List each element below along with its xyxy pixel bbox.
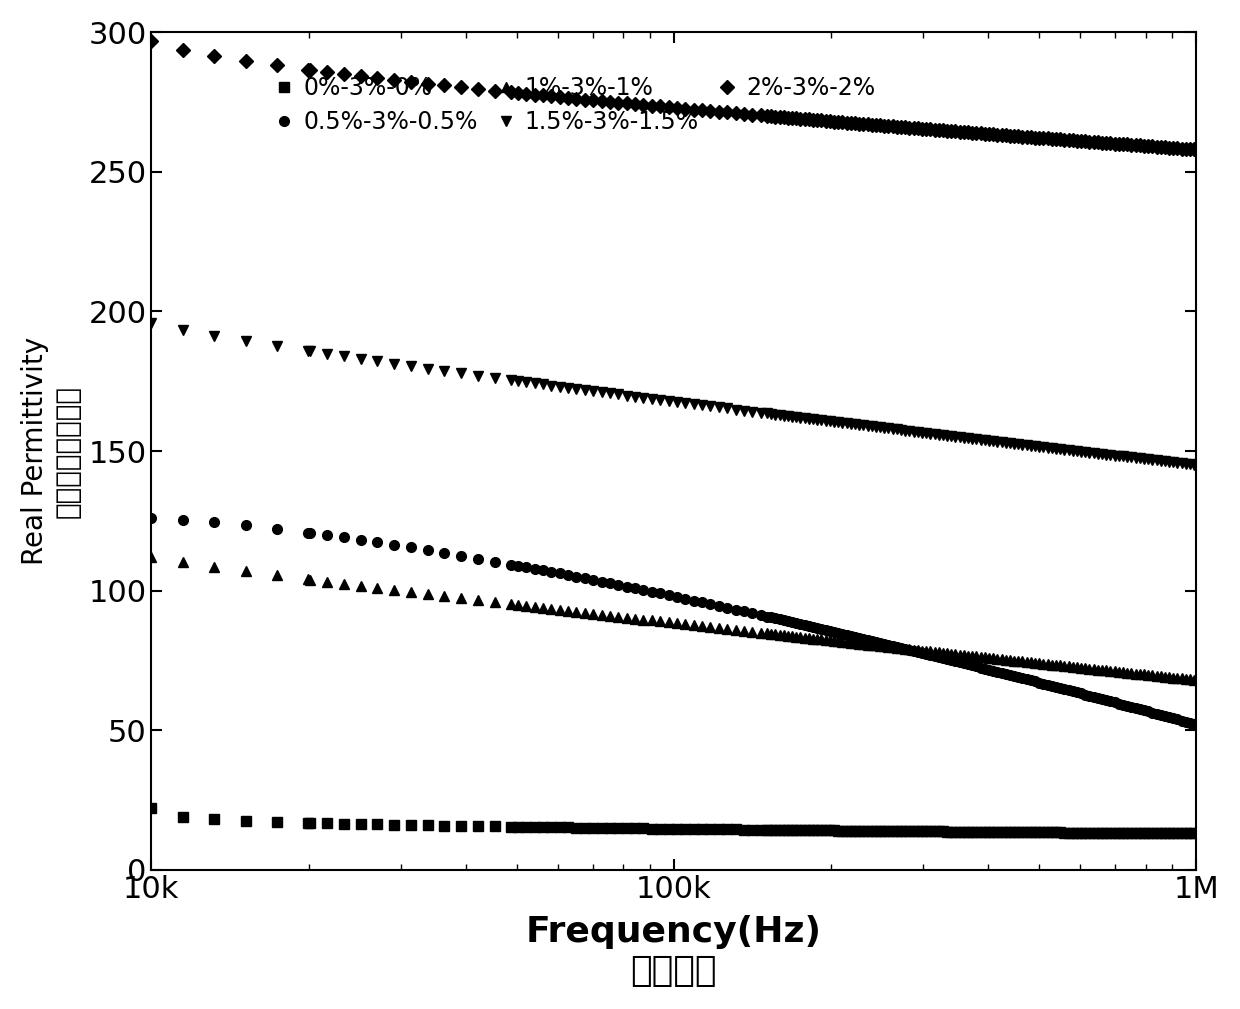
- 2%-3%-2%: [1187, 143, 1202, 155]
- 1%-3%-1%: [773, 629, 787, 641]
- Line: 1.5%-3%-1.5%: 1.5%-3%-1.5%: [146, 318, 1199, 469]
- Line: 0%-3%-0%: 0%-3%-0%: [146, 803, 1199, 838]
- Line: 1%-3%-1%: 1%-3%-1%: [146, 552, 1199, 685]
- 0%-3%-0%: [544, 821, 559, 833]
- 1.5%-3%-1.5%: [301, 345, 316, 357]
- 1%-3%-1%: [544, 602, 559, 614]
- 0%-3%-0%: [773, 824, 787, 836]
- 0.5%-3%-0.5%: [977, 663, 992, 675]
- 0.5%-3%-0.5%: [544, 566, 559, 578]
- Legend: 0%-3%-0%, 0.5%-3%-0.5%, 1%-3%-1%, 1.5%-3%-1.5%, 2%-3%-2%: 0%-3%-0%, 0.5%-3%-0.5%, 1%-3%-1%, 1.5%-3…: [268, 70, 882, 141]
- 2%-3%-2%: [670, 102, 684, 114]
- 2%-3%-2%: [544, 90, 559, 102]
- 0%-3%-0%: [1187, 827, 1202, 839]
- 0.5%-3%-0.5%: [144, 512, 159, 524]
- 1.5%-3%-1.5%: [1187, 459, 1202, 471]
- 2%-3%-2%: [977, 127, 992, 139]
- 1%-3%-1%: [965, 650, 980, 662]
- 1.5%-3%-1.5%: [977, 434, 992, 446]
- 0%-3%-0%: [301, 816, 316, 828]
- 1%-3%-1%: [670, 618, 684, 630]
- 0.5%-3%-0.5%: [1187, 718, 1202, 731]
- 0.5%-3%-0.5%: [670, 591, 684, 603]
- 1%-3%-1%: [144, 551, 159, 563]
- 1%-3%-1%: [977, 651, 992, 663]
- 1.5%-3%-1.5%: [144, 317, 159, 329]
- 1%-3%-1%: [301, 573, 316, 585]
- 1%-3%-1%: [1187, 674, 1202, 686]
- X-axis label: Frequency(Hz)
（频率）: Frequency(Hz) （频率）: [526, 915, 822, 988]
- 0%-3%-0%: [965, 825, 980, 837]
- Y-axis label: Real Permittivity
（介电常数实部）: Real Permittivity （介电常数实部）: [21, 337, 82, 565]
- Line: 2%-3%-2%: 2%-3%-2%: [146, 36, 1199, 154]
- 0%-3%-0%: [670, 822, 684, 834]
- 1.5%-3%-1.5%: [670, 396, 684, 408]
- 0.5%-3%-0.5%: [773, 613, 787, 626]
- 2%-3%-2%: [965, 126, 980, 138]
- 0%-3%-0%: [977, 825, 992, 837]
- 2%-3%-2%: [301, 64, 316, 76]
- 1.5%-3%-1.5%: [544, 379, 559, 391]
- 0.5%-3%-0.5%: [965, 659, 980, 671]
- 1.5%-3%-1.5%: [965, 433, 980, 445]
- 0%-3%-0%: [144, 802, 159, 814]
- 2%-3%-2%: [773, 111, 787, 123]
- 2%-3%-2%: [144, 34, 159, 46]
- 0.5%-3%-0.5%: [301, 527, 316, 539]
- Line: 0.5%-3%-0.5%: 0.5%-3%-0.5%: [146, 514, 1199, 728]
- 1.5%-3%-1.5%: [773, 409, 787, 421]
